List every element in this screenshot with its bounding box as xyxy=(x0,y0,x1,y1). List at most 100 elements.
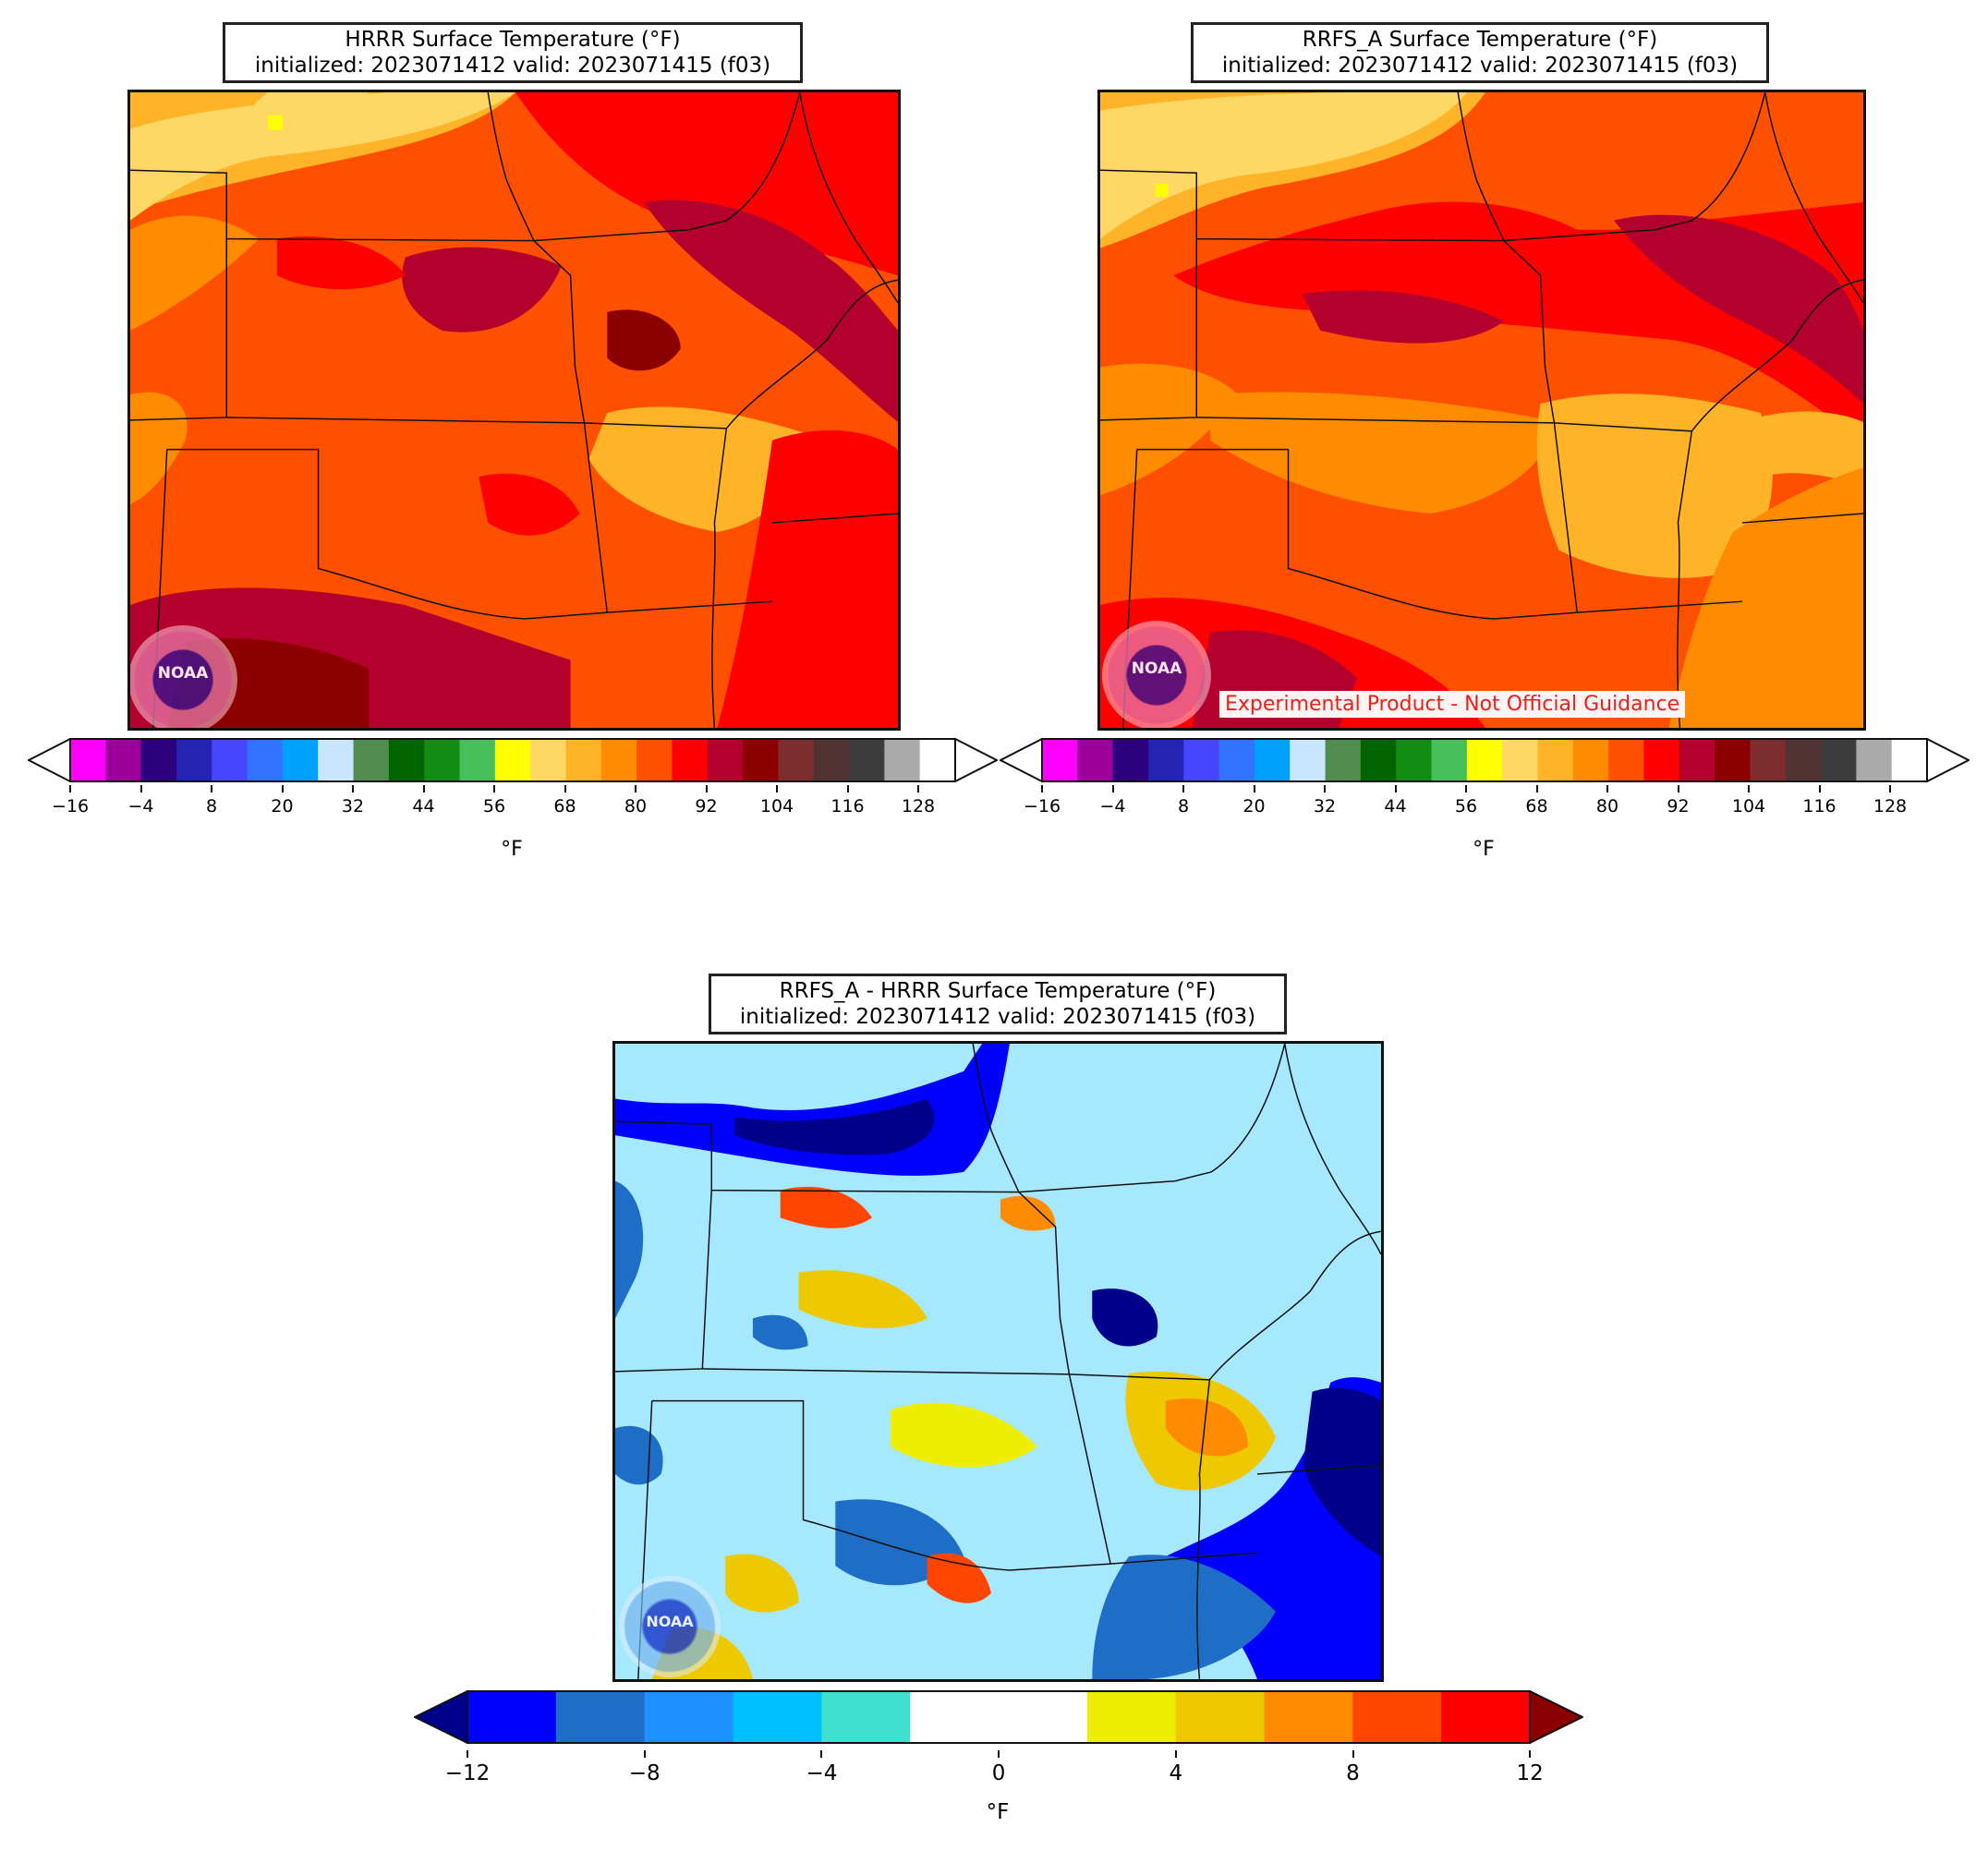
noaa-logo-text: NOAA xyxy=(646,1613,694,1630)
diff-colorbar-tick-label: 12 xyxy=(1516,1761,1544,1785)
diff-colorbar-color-cell xyxy=(733,1691,822,1743)
hrrr-colorbar-color-cell xyxy=(318,739,355,781)
diff-colorbar-tick-mark xyxy=(1174,1750,1177,1758)
hrrr-colorbar-tick-label: 68 xyxy=(553,796,576,817)
rrfs-colorbar-tick-mark xyxy=(1324,785,1326,792)
rrfs-colorbar-color-cell xyxy=(1715,739,1751,781)
rrfs-title: RRFS_A Surface Temperature (°F) initiali… xyxy=(1191,22,1769,83)
diff-colorbar-graphic xyxy=(412,1689,1585,1745)
rrfs-map: NOAA Experimental Product - Not Official… xyxy=(1097,90,1866,731)
hrrr-colorbar-color-cell xyxy=(778,739,815,781)
diff-title-line2: initialized: 2023071412 valid: 202307141… xyxy=(739,1005,1256,1029)
rrfs-colorbar-tick-label: −16 xyxy=(1023,796,1061,817)
rrfs-colorbar-color-cell xyxy=(1254,739,1291,781)
noaa-logo-icon: NOAA xyxy=(619,1576,721,1677)
rrfs-colorbar-tick-label: 32 xyxy=(1313,796,1337,817)
hrrr-colorbar-tick-mark xyxy=(422,785,425,792)
diff-title: RRFS_A - HRRR Surface Temperature (°F) i… xyxy=(709,974,1287,1034)
hrrr-colorbar-color-cell xyxy=(813,739,850,781)
rrfs-colorbar-color-cell xyxy=(1112,739,1149,781)
hrrr-colorbar-color-cell xyxy=(459,739,496,781)
rrfs-colorbar-tick-mark xyxy=(1041,785,1043,792)
hrrr-colorbar-color-cell xyxy=(176,739,212,781)
diff-colorbar-tick-label: 0 xyxy=(991,1761,1006,1785)
rrfs-title-line1: RRFS_A Surface Temperature (°F) xyxy=(1302,28,1658,52)
hrrr-colorbar-tick-label: 44 xyxy=(412,796,435,817)
hrrr-colorbar-color-cell xyxy=(530,739,566,781)
rrfs-colorbar-color-cell xyxy=(1325,739,1362,781)
rrfs-colorbar-extend-under xyxy=(998,737,1043,783)
rrfs-colorbar-tick-mark xyxy=(1606,785,1608,792)
hrrr-colorbar-tick-label: 56 xyxy=(482,796,506,817)
hrrr-colorbar xyxy=(26,737,1000,783)
diff-colorbar-color-cell xyxy=(1086,1691,1177,1743)
hrrr-colorbar-tick-label: 92 xyxy=(695,796,718,817)
diff-colorbar-color-cell xyxy=(821,1691,911,1743)
diff-colorbar-outline xyxy=(467,1690,1531,1744)
rrfs-colorbar xyxy=(998,737,1971,783)
diff-map: NOAA xyxy=(612,1041,1384,1682)
hrrr-colorbar-color-cell xyxy=(140,739,177,781)
diff-colorbar-color-cell xyxy=(910,1691,1000,1743)
hrrr-colorbar-color-cell xyxy=(919,739,956,781)
hrrr-colorbar-tick-mark xyxy=(281,785,284,792)
diff-colorbar-tick-mark xyxy=(1352,1750,1354,1758)
diff-colorbar-tick-label: −12 xyxy=(444,1761,491,1785)
hrrr-colorbar-tick-mark xyxy=(69,785,71,792)
rrfs-colorbar-color-cell xyxy=(1891,739,1928,781)
hrrr-title: HRRR Surface Temperature (°F) initialize… xyxy=(223,22,803,83)
rrfs-colorbar-outline xyxy=(1041,738,1928,782)
rrfs-colorbar-tick-label: 128 xyxy=(1873,796,1908,817)
hrrr-colorbar-color-cell xyxy=(282,739,319,781)
hrrr-colorbar-tick-mark xyxy=(776,785,778,792)
diff-colorbar-color-cell xyxy=(1441,1691,1531,1743)
rrfs-colorbar-tick-mark xyxy=(1253,785,1255,792)
rrfs-colorbar-color-cell xyxy=(1183,739,1220,781)
hrrr-title-line1: HRRR Surface Temperature (°F) xyxy=(345,28,681,52)
hrrr-colorbar-tick-label: 128 xyxy=(901,796,936,817)
rrfs-colorbar-tick-mark xyxy=(1889,785,1891,792)
rrfs-colorbar-tick-label: 80 xyxy=(1595,796,1619,817)
hrrr-colorbar-graphic xyxy=(26,737,1000,783)
hrrr-colorbar-tick-label: −16 xyxy=(51,796,90,817)
rrfs-colorbar-tick-mark xyxy=(1677,785,1679,792)
diff-colorbar-extend-under xyxy=(412,1689,468,1745)
diff-colorbar-color-cell xyxy=(555,1691,646,1743)
rrfs-colorbar-color-cell xyxy=(1077,739,1114,781)
hrrr-colorbar-tick-mark xyxy=(917,785,919,792)
hrrr-colorbar-color-cell xyxy=(494,739,531,781)
hrrr-colorbar-color-cell xyxy=(70,739,106,781)
rrfs-colorbar-tick-label: −4 xyxy=(1099,796,1126,817)
hrrr-colorbar-color-cell xyxy=(743,739,779,781)
rrfs-colorbar-color-cell xyxy=(1643,739,1680,781)
hrrr-colorbar-extend-under xyxy=(26,737,71,783)
rrfs-temperature-field xyxy=(1100,92,1863,728)
diff-title-line1: RRFS_A - HRRR Surface Temperature (°F) xyxy=(779,979,1217,1003)
diff-colorbar-tick-label: 8 xyxy=(1346,1761,1360,1785)
diff-colorbar-tick-mark xyxy=(643,1750,646,1758)
rrfs-colorbar-color-cell xyxy=(1856,739,1893,781)
rrfs-colorbar-tick-label: 44 xyxy=(1384,796,1407,817)
hrrr-colorbar-color-cell xyxy=(105,739,142,781)
hrrr-colorbar-color-cell xyxy=(600,739,637,781)
hrrr-colorbar-outline xyxy=(69,738,956,782)
noaa-logo-text: NOAA xyxy=(1131,659,1182,678)
rrfs-colorbar-tick-label: 116 xyxy=(1802,796,1836,817)
hrrr-colorbar-tick-label: 20 xyxy=(271,796,294,817)
hrrr-colorbar-tick-label: 104 xyxy=(759,796,794,817)
noaa-logo-text: NOAA xyxy=(157,664,209,683)
hrrr-colorbar-color-cell xyxy=(565,739,602,781)
rrfs-colorbar-tick-label: 104 xyxy=(1731,796,1766,817)
diff-temperature-field xyxy=(615,1044,1381,1679)
hrrr-colorbar-color-cell xyxy=(353,739,390,781)
hrrr-colorbar-color-cell xyxy=(247,739,284,781)
diff-colorbar-color-cell xyxy=(467,1691,557,1743)
hrrr-colorbar-tick-mark xyxy=(139,785,142,792)
diff-colorbar-extend-over xyxy=(1529,1689,1585,1745)
hrrr-colorbar-tick-label: −4 xyxy=(127,796,154,817)
rrfs-colorbar-color-cell xyxy=(1750,739,1787,781)
hrrr-colorbar-tick-mark xyxy=(352,785,354,792)
diff-colorbar-color-cell xyxy=(644,1691,733,1743)
hrrr-colorbar-color-cell xyxy=(884,739,921,781)
noaa-logo-icon: NOAA xyxy=(1102,621,1211,728)
